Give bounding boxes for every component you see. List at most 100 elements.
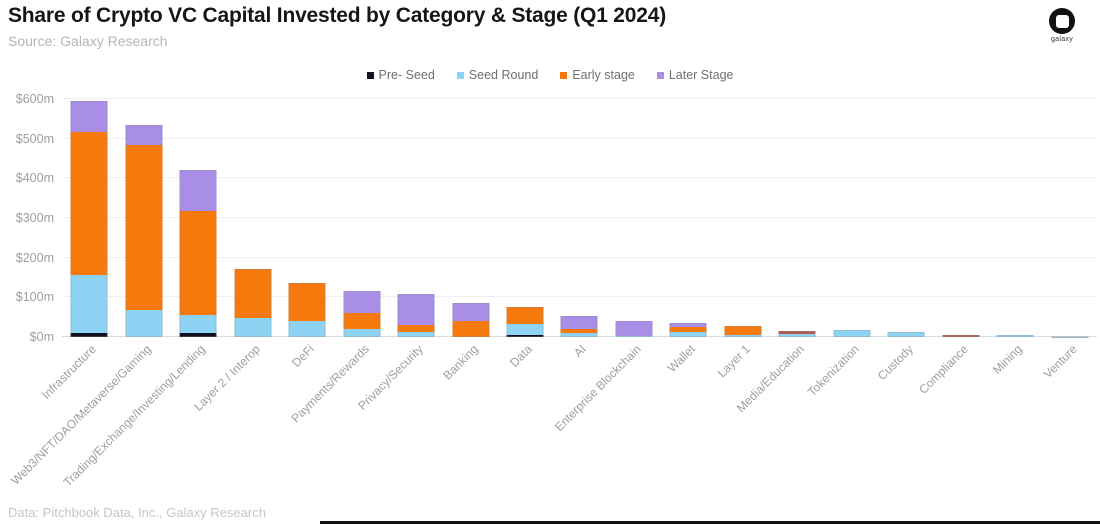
bar-segment-early-stage	[560, 328, 598, 334]
bar-segment-seed-round	[887, 331, 925, 337]
bar-stack	[833, 329, 871, 337]
bar-segment-later-stage	[506, 306, 544, 308]
bar-segment-seed-round	[560, 333, 598, 337]
bar-segment-seed-round	[234, 318, 272, 337]
stacked-bar-chart: Infrastructure Web3/NFT/DAO/Metaverse/Gam…	[0, 92, 1100, 519]
chart-source-line: Source: Galaxy Research	[8, 33, 168, 49]
legend-item: Seed Round	[456, 68, 539, 82]
gridline	[62, 177, 1097, 179]
legend-label: Seed Round	[468, 68, 539, 82]
bar-group: Venture	[1040, 99, 1097, 381]
bar-segment-seed-round	[669, 331, 707, 337]
bar-stack	[234, 268, 272, 337]
bar-stack	[942, 334, 980, 337]
x-axis-label: DeFi	[289, 342, 318, 370]
x-axis-label: Compliance	[915, 342, 971, 397]
bar-segment-pre-seed	[506, 335, 544, 337]
x-axis-label: Custody	[875, 342, 917, 384]
bar-segment-seed-round	[343, 329, 381, 337]
bar-segment-seed-round	[615, 335, 653, 337]
y-axis-tick-label: $300m	[15, 211, 54, 225]
bar-segment-seed-round	[125, 310, 163, 337]
bar-segment-early-stage	[724, 325, 762, 335]
legend-item: Early stage	[560, 68, 635, 82]
bar-segment-later-stage	[343, 291, 381, 313]
bar-segment-seed-round	[996, 335, 1034, 337]
bar-group: Layer 2 / Interop	[191, 99, 279, 414]
bar-segment-early-stage	[125, 145, 163, 311]
bar-stack	[669, 323, 707, 337]
legend-swatch-icon	[656, 71, 664, 79]
bar-stack	[506, 306, 544, 337]
bar-segment-pre-seed	[179, 332, 217, 337]
bar-stack	[288, 283, 326, 337]
legend-swatch-icon	[456, 71, 464, 79]
bar-group: Tokenization	[805, 99, 879, 399]
gridline	[62, 296, 1097, 298]
bar-segment-early-stage	[506, 307, 544, 324]
bar-segment-later-stage	[669, 323, 707, 328]
bar-group: Custody	[875, 99, 933, 383]
bottom-edge-bar	[320, 521, 1100, 524]
bar-stack	[452, 303, 490, 337]
bar-stack	[615, 320, 653, 337]
x-axis-label: Venture	[1040, 342, 1080, 382]
bar-group: Media/Education	[734, 99, 824, 415]
y-axis-tick-label: $500m	[15, 131, 54, 146]
galaxy-logo-wordmark: galaxy	[1050, 36, 1074, 43]
x-axis-label: Banking	[439, 342, 481, 383]
y-axis-tick-label: $0m	[29, 330, 54, 344]
chart-title: Share of Crypto VC Capital Invested by C…	[8, 4, 667, 27]
bar-group: Enterprise Blockchain	[552, 99, 661, 434]
bar-segment-early-stage	[234, 268, 272, 319]
bar-stack	[724, 325, 762, 337]
legend-swatch-icon	[366, 71, 374, 79]
bar-group: Infrastructure	[39, 99, 116, 402]
bar-group: AI	[552, 99, 606, 360]
y-axis-tick-label: $400m	[15, 171, 54, 186]
y-axis-tick-label: $100m	[15, 290, 54, 305]
bar-segment-later-stage	[615, 320, 653, 336]
bar-segment-seed-round	[833, 329, 871, 337]
bar-segment-early-stage	[452, 321, 490, 337]
gridline	[62, 217, 1097, 218]
bar-segment-early-stage	[397, 325, 435, 332]
legend-swatch-icon	[560, 71, 568, 79]
bar-segment-later-stage	[179, 170, 217, 212]
legend-label: Later Stage	[668, 68, 734, 82]
x-axis-label: Layer 1	[714, 342, 753, 381]
galaxy-logo: galaxy	[1042, 8, 1082, 43]
plot-area: Infrastructure Web3/NFT/DAO/Metaverse/Gam…	[8, 98, 1097, 489]
bar-stack	[397, 293, 435, 337]
y-axis-tick-label: $600m	[15, 92, 54, 106]
bar-segment-early-stage	[778, 330, 816, 334]
bar-segment-later-stage	[560, 315, 598, 329]
bar-group: Layer 1	[715, 99, 770, 380]
gridline	[62, 137, 1097, 139]
bar-stack	[343, 291, 381, 337]
bar-segment-early-stage	[669, 327, 707, 332]
x-axis-label: Tokenization	[804, 342, 862, 400]
bar-group: Compliance	[916, 99, 988, 397]
bar-segment-seed-round	[778, 333, 816, 337]
bar-segment-seed-round	[724, 334, 762, 337]
bar-group: Data	[498, 99, 552, 370]
bar-stack	[125, 124, 163, 337]
bar-segment-early-stage	[942, 334, 980, 337]
legend-item: Pre- Seed	[366, 68, 435, 82]
bar-segment-later-stage	[70, 101, 108, 133]
bar-segment-seed-round	[288, 321, 326, 337]
bar-group: Privacy/Security	[355, 99, 443, 413]
bar-group: Mining	[988, 99, 1042, 377]
chart-legend: Pre- Seed Seed Round Early stage Later Stag…	[0, 68, 1100, 82]
galaxy-logo-icon	[1049, 8, 1075, 34]
legend-label: Early stage	[572, 68, 635, 82]
bar-segment-early-stage	[179, 211, 217, 316]
x-axis-label: Data	[507, 342, 535, 370]
bar-segment-seed-round	[506, 323, 544, 336]
bar-segment-seed-round	[179, 315, 217, 333]
bar-segment-early-stage	[343, 312, 381, 330]
gridline	[62, 256, 1097, 258]
y-axis-tick-label: $200m	[15, 250, 54, 265]
